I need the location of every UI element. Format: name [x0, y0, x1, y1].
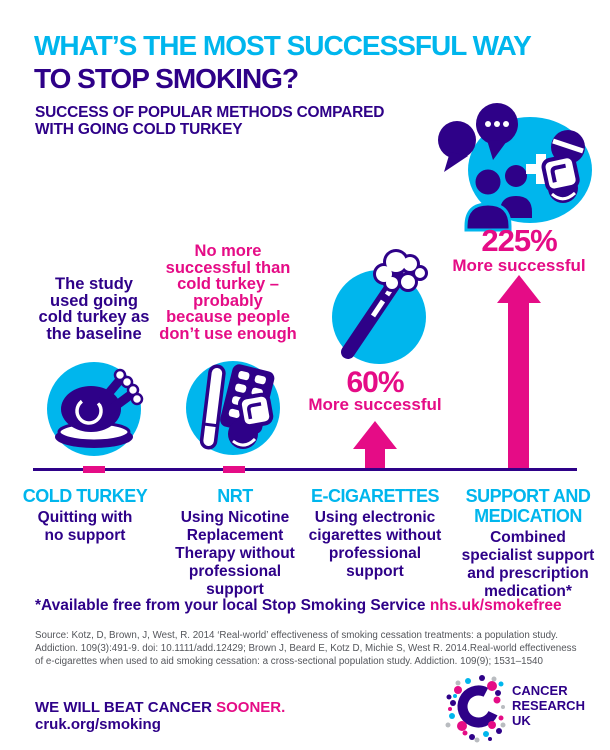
method-support-medication: SUPPORT AND MEDICATION Combined speciali… — [450, 486, 606, 601]
method-description: Combined specialist support and prescrip… — [461, 529, 595, 600]
plus-icon — [526, 154, 556, 184]
nrt-tick — [223, 466, 245, 473]
e-cigarette-vapour-icon — [332, 249, 428, 364]
smokefree-link[interactable]: nhs.uk/smokefree — [429, 597, 562, 614]
ecig-stat-value: 60% — [346, 366, 404, 399]
source-citation: Source: Kotz, D, Brown, J, West, R. 2014… — [35, 630, 577, 667]
ecig-bar-arrow-shaft — [365, 444, 385, 470]
baseline-axis — [33, 468, 577, 471]
method-nrt: NRT Using Nicotine Replacement Therapy w… — [160, 486, 310, 599]
nicotine-products-icon — [186, 361, 280, 455]
support-stat-value: 225% — [481, 223, 557, 258]
dotted-c-icon — [445, 675, 506, 743]
method-cold-turkey: COLD TURKEY Quitting with no support — [10, 486, 160, 545]
footer-tagline: WE WILL BEAT CANCER SOONER. — [35, 699, 285, 716]
tablet-pill-icon — [551, 130, 585, 164]
method-description: Using electronic cigarettes without prof… — [308, 509, 442, 580]
method-label: E-CIGARETTES — [310, 486, 440, 506]
people-icon — [464, 165, 532, 232]
patch-box-icon — [541, 154, 580, 193]
cruk-url-link[interactable]: cruk.org/smoking — [35, 716, 161, 733]
vapour-cloud-icon — [373, 249, 428, 292]
roast-turkey-icon — [47, 362, 144, 456]
page-title-line1: WHAT’S THE MOST SUCCESSFUL WAY — [34, 30, 532, 61]
method-e-cigarettes: E-CIGARETTES Using electronic cigarettes… — [302, 486, 448, 581]
ecig-stat-caption: More successful — [308, 395, 442, 414]
speech-bubble-dots-icon — [476, 103, 518, 160]
method-description: Using Nicotine Replacement Therapy witho… — [175, 509, 295, 598]
nrt-note: No more successful than cold turkey – pr… — [159, 242, 297, 343]
cold-turkey-tick — [83, 466, 105, 473]
tagline-accent: SOONER. — [216, 699, 286, 716]
cold-turkey-note: The study used going cold turkey as the … — [38, 275, 150, 343]
people-chat-plus-pills-icon — [438, 103, 592, 232]
nicotine-patch-icon — [237, 392, 274, 429]
method-label: SUPPORT AND MEDICATION — [465, 486, 591, 526]
method-description: Quitting with no support — [37, 509, 133, 544]
support-stat-caption: More successful — [452, 256, 586, 275]
cruk-dotted-c-logo: CANCER RESEARCH UK — [445, 675, 585, 743]
logo-text-research: RESEARCH — [512, 698, 585, 713]
support-bar-arrow-shaft — [508, 298, 529, 470]
footnote: *Available free from your local Stop Smo… — [35, 597, 562, 615]
inhalator-icon — [199, 364, 226, 450]
method-label: NRT — [217, 486, 253, 506]
page-subtitle: SUCCESS OF POPULAR METHODS COMPARED WITH… — [35, 104, 385, 138]
logo-text-cancer: CANCER — [512, 683, 568, 698]
page-title-line2: TO STOP SMOKING? — [34, 63, 299, 94]
logo-text-uk: UK — [512, 713, 531, 728]
footnote-text: *Available free from your local Stop Smo… — [35, 597, 430, 614]
speech-bubble-solid-icon — [438, 121, 476, 172]
tagline-main: WE WILL BEAT CANCER — [35, 699, 217, 716]
method-label: COLD TURKEY — [22, 486, 148, 506]
